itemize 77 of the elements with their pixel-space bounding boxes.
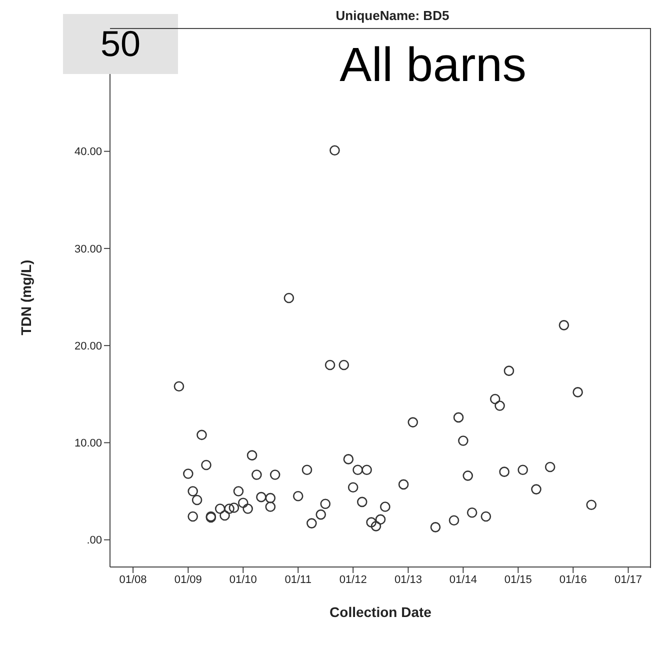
point	[188, 486, 198, 496]
point	[558, 320, 570, 330]
point	[544, 462, 556, 472]
y-tick-label: .00	[86, 534, 102, 547]
y-tick-label: 20.00	[74, 340, 102, 352]
point	[375, 514, 386, 525]
point	[238, 498, 248, 508]
point	[233, 486, 244, 496]
point	[284, 292, 294, 304]
x-tick-label: 01/15	[504, 574, 532, 586]
point	[324, 360, 336, 370]
point	[270, 470, 280, 480]
point	[306, 518, 317, 528]
point	[320, 498, 331, 510]
x-tick-label: 01/08	[119, 574, 147, 586]
point	[196, 430, 207, 440]
point	[490, 394, 500, 404]
point	[292, 490, 304, 502]
point	[458, 436, 468, 446]
annotation: All barns	[338, 38, 528, 93]
point	[352, 464, 363, 476]
point	[228, 502, 240, 513]
point	[480, 511, 492, 522]
point	[518, 464, 528, 476]
point	[366, 517, 376, 528]
point	[448, 515, 460, 526]
x-tick-label: 01/09	[174, 574, 202, 586]
y-axis-title: TDN (mg/L)	[18, 260, 34, 336]
point	[430, 522, 441, 532]
point	[220, 510, 230, 521]
point	[380, 502, 390, 512]
x-tick-label: 01/17	[614, 574, 642, 586]
point	[408, 417, 418, 428]
x-tick-label: 01/11	[284, 574, 312, 586]
point	[531, 484, 542, 494]
chart-title: UniqueName: BD5	[334, 8, 450, 23]
point	[174, 381, 184, 392]
annotation: 50	[63, 14, 178, 74]
point	[338, 360, 350, 370]
y-tick-label: 30.00	[74, 243, 102, 256]
point	[265, 492, 276, 504]
point	[398, 479, 409, 490]
point	[188, 511, 198, 522]
x-tick-label: 01/14	[449, 574, 477, 586]
x-axis-title: Collection Date	[330, 604, 432, 620]
x-tick-label: 01/10	[229, 574, 257, 586]
x-tick-label: 01/16	[559, 574, 587, 586]
point	[362, 464, 372, 476]
point	[356, 496, 368, 508]
point	[330, 145, 340, 156]
y-tick-label: 10.00	[74, 438, 102, 450]
point	[183, 468, 194, 479]
point	[192, 494, 202, 506]
point	[256, 492, 266, 502]
point	[466, 507, 478, 518]
point	[224, 504, 234, 514]
point	[586, 500, 597, 510]
point	[201, 460, 212, 470]
point	[572, 387, 583, 398]
point	[343, 454, 354, 464]
point	[494, 400, 505, 411]
point	[214, 504, 226, 514]
point	[370, 521, 382, 532]
point	[316, 509, 326, 520]
point	[246, 450, 258, 460]
point	[252, 470, 262, 480]
x-tick-label: 01/12	[339, 574, 367, 586]
point	[302, 464, 312, 476]
point	[504, 366, 514, 376]
point	[462, 470, 474, 481]
point	[348, 482, 358, 493]
point	[265, 502, 276, 512]
point	[242, 504, 253, 514]
point	[499, 466, 510, 477]
y-tick-label: 40.00	[74, 146, 102, 158]
x-tick-label: 01/13	[394, 574, 422, 586]
point	[453, 412, 464, 423]
